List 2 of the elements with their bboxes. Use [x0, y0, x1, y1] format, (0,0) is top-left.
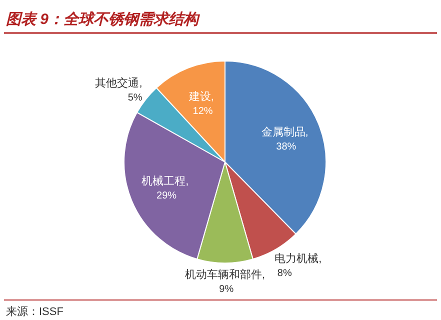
annotation: 来源：ISSF — [6, 306, 64, 318]
title: 图表 9：全球不锈钢需求结构 — [6, 11, 199, 28]
